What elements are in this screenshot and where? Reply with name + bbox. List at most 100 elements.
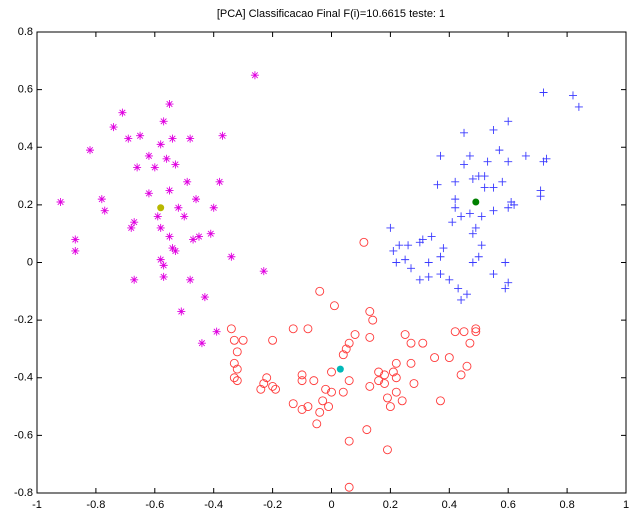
point [454,284,463,293]
x-tick-label: -0.2 [263,499,282,511]
point [415,275,424,284]
point [127,223,136,232]
point [574,102,583,111]
point [465,209,474,218]
point [109,123,118,132]
point [504,203,513,212]
chart-title: [PCA] Classificacao Final F(i)=10.6615 t… [217,8,445,20]
point [374,376,384,386]
point [456,370,466,380]
point [232,364,242,374]
point [406,358,416,368]
point [297,370,307,380]
point [229,358,239,368]
y-tick-label: 0.2 [18,199,33,211]
point [86,146,95,155]
point [489,206,498,215]
point [174,203,183,212]
point [303,402,313,412]
point [159,272,168,281]
point [489,125,498,134]
point [477,212,486,221]
point [194,232,203,241]
point [341,344,351,354]
point [568,91,577,100]
point [56,197,65,206]
point [288,324,298,334]
point [156,223,165,232]
point [397,396,407,406]
point [395,241,404,250]
x-tick-label: -1 [32,499,42,511]
point [124,134,133,143]
point [385,402,395,412]
point [71,235,80,244]
point [268,335,278,345]
point [297,404,307,414]
point [480,172,489,181]
point [407,264,416,273]
x-tick-label: -0.8 [86,499,105,511]
point [427,232,436,241]
point [133,163,142,172]
point [303,324,313,334]
point [186,134,195,143]
point [451,203,460,212]
point [450,327,460,337]
point [368,315,378,325]
point [315,286,325,296]
point [386,223,395,232]
point [498,177,507,186]
point [388,367,398,377]
point [165,186,174,195]
point [150,163,159,172]
point [418,235,427,244]
point [144,151,153,160]
point [162,154,171,163]
point [471,223,480,232]
point [189,235,198,244]
point [288,399,298,409]
point [71,246,80,255]
point [510,200,519,209]
point [344,436,354,446]
point [483,157,492,166]
point [338,350,348,360]
point [392,258,401,267]
centroid [472,198,480,206]
point [100,206,109,215]
point [468,174,477,183]
point [457,212,466,221]
point [153,212,162,221]
point [474,252,483,261]
point [477,241,486,250]
point [212,327,221,336]
point [383,393,392,403]
point [501,258,510,267]
point [215,177,224,186]
point [468,229,477,238]
y-tick-label: -0.6 [14,429,33,441]
point [259,267,268,276]
point [468,258,477,267]
point [460,128,469,137]
point [436,252,445,261]
point [465,151,474,160]
y-tick-label: -0.2 [14,314,33,326]
point [362,425,372,435]
point [391,387,401,397]
point [359,237,369,247]
point [327,367,336,377]
point [268,381,278,391]
point [391,373,401,383]
point [297,376,307,386]
point [462,290,471,299]
point [539,88,548,97]
point [180,212,189,221]
point [451,195,460,204]
point [418,338,428,348]
point [171,160,180,169]
point [433,180,442,189]
point [380,370,389,380]
